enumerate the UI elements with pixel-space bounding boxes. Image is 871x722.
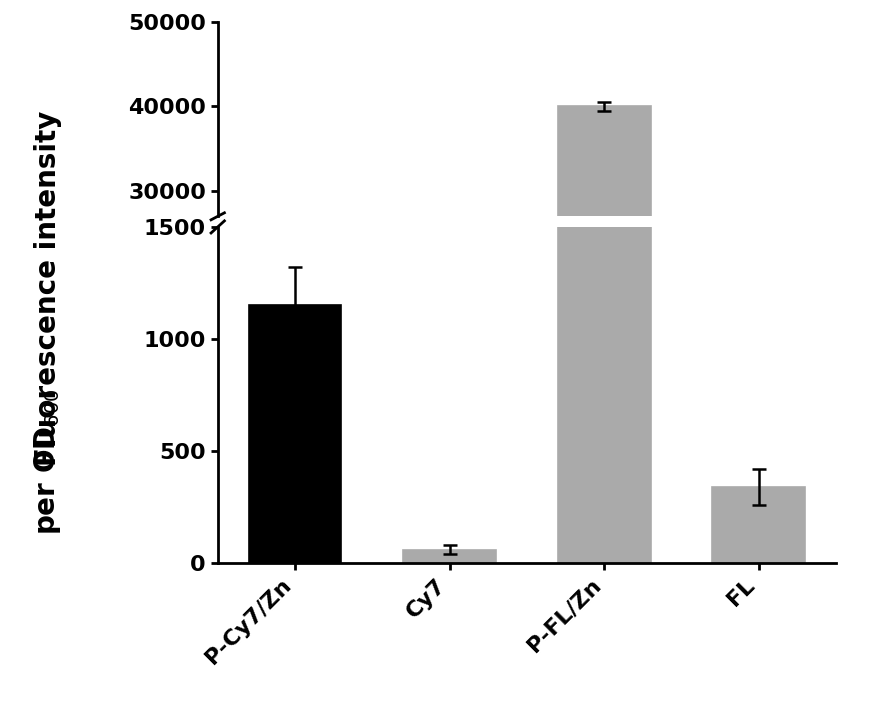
Bar	[712, 487, 805, 563]
Text: per OD$_{600}$: per OD$_{600}$	[32, 388, 64, 536]
Bar	[557, 0, 651, 563]
Bar	[249, 305, 341, 563]
Bar	[249, 435, 341, 445]
Bar	[712, 442, 805, 445]
Bar	[557, 106, 651, 445]
Bar	[403, 549, 496, 563]
Text: Fluorescence intensity: Fluorescence intensity	[34, 111, 62, 466]
